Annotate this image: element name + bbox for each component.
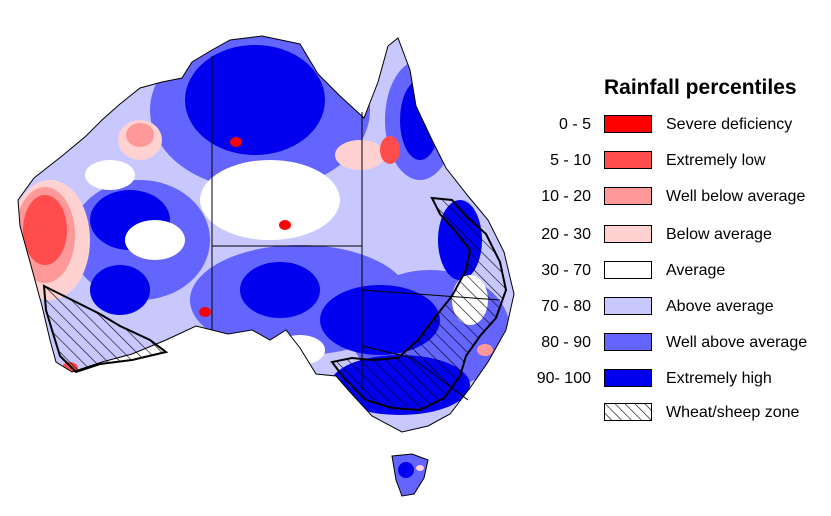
legend-range: 30 - 70 (541, 262, 591, 279)
legend-swatch (604, 225, 652, 243)
legend-title: Rainfall percentiles (604, 76, 797, 99)
legend-row: 70 - 80 Above average (520, 296, 831, 318)
tasmania (391, 453, 429, 497)
legend-range: 10 - 20 (541, 188, 591, 205)
legend-swatch (604, 261, 652, 279)
legend-swatch (604, 151, 652, 169)
legend-range: 5 - 10 (550, 152, 591, 169)
legend-row-hatch: Wheat/sheep zone (520, 402, 831, 424)
legend-swatch (604, 333, 652, 351)
legend-range: 70 - 80 (541, 298, 591, 315)
legend-label: Above average (666, 298, 774, 315)
legend-range: 0 - 5 (558, 116, 591, 133)
mainland-australia (17, 35, 515, 433)
australia-rainfall-map (17, 35, 515, 497)
legend-swatch (604, 115, 652, 133)
rainfall-legend: Rainfall percentiles 0 - 5 Severe defici… (520, 76, 831, 436)
legend-row: 90- 100 Extremely high (520, 368, 831, 390)
legend-row: 20 - 30 Below average (520, 224, 831, 246)
legend-label: Extremely low (666, 152, 766, 169)
legend-row: 30 - 70 Average (520, 260, 831, 282)
legend-label: Severe deficiency (666, 116, 793, 133)
legend-swatch (604, 187, 652, 205)
legend-swatch (604, 297, 652, 315)
legend-row: 0 - 5 Severe deficiency (520, 114, 831, 136)
legend-label: Below average (666, 226, 772, 243)
legend-label: Average (666, 262, 726, 279)
hatch-swatch (604, 403, 652, 421)
legend-range: 80 - 90 (541, 334, 591, 351)
wheat-sheep-zone-overlay (42, 196, 508, 412)
legend-row: 80 - 90 Well above average (520, 332, 831, 354)
legend-label: Well below average (666, 188, 806, 205)
legend-row: 10 - 20 Well below average (520, 186, 831, 208)
legend-label: Well above average (666, 334, 808, 351)
legend-swatch (604, 369, 652, 387)
legend-range: 20 - 30 (541, 226, 591, 243)
legend-row: 5 - 10 Extremely low (520, 150, 831, 172)
state-boundaries (211, 56, 501, 401)
legend-label-wheat-sheep: Wheat/sheep zone (666, 404, 800, 421)
legend-label: Extremely high (666, 370, 772, 387)
legend-range: 90- 100 (536, 370, 591, 387)
